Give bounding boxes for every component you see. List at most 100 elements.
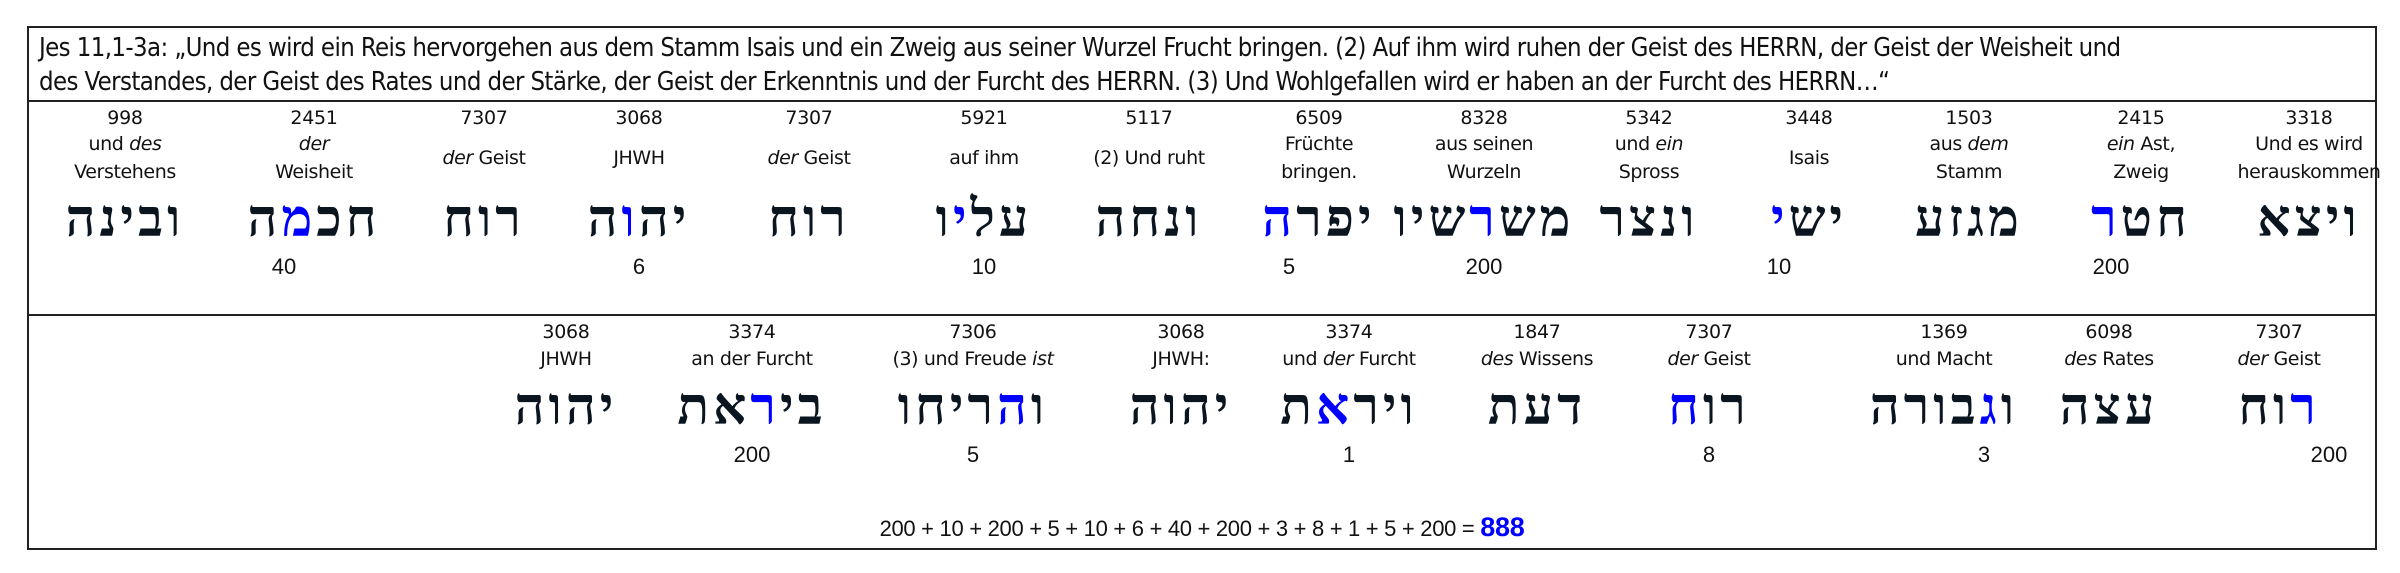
- german-gloss: JHWH: [588, 130, 691, 186]
- hebrew-word: עצה: [2060, 374, 2159, 440]
- gloss-line-1: an der Furcht: [677, 344, 826, 374]
- word-cell: 5342 und ein Spross ונצר: [1599, 102, 1698, 282]
- letter-value: 200: [1465, 254, 1503, 279]
- strong-number: 7307: [460, 107, 508, 129]
- gloss-text: Ast,: [2134, 133, 2176, 155]
- german-gloss: des Wissens: [1481, 344, 1594, 374]
- hebrew-letters: חכ: [316, 188, 381, 249]
- hebrew-letters: עצה: [2059, 376, 2159, 437]
- hebrew-word: ובינה: [66, 186, 185, 252]
- german-gloss: an der Furcht: [677, 344, 826, 374]
- gloss-line-1: und der Furcht: [1280, 344, 1418, 374]
- german-gloss: aus seinen Wurzeln: [1394, 130, 1575, 186]
- german-gloss: der Weisheit: [248, 130, 381, 186]
- gloss-line-1: der Geist: [2237, 344, 2320, 374]
- gloss-line-1: der: [248, 130, 381, 158]
- strong-number: 3318: [2285, 107, 2333, 129]
- strong-number: 998: [107, 107, 143, 129]
- hebrew-letters: מגזע: [1915, 188, 2023, 249]
- gloss-italic: der: [442, 147, 473, 169]
- verse-analysis-table: Jes 11,1-3a: „Und es wird ein Reis hervo…: [27, 26, 2381, 550]
- word-cell: 1503 aus dem Stamm מגזע: [1915, 102, 2023, 282]
- strong-number: 8328: [1460, 107, 1508, 129]
- letter-value: [1130, 440, 1233, 470]
- gloss-text: (2) Und ruht: [1093, 147, 1205, 169]
- gloss-text: Rates: [2096, 348, 2154, 370]
- hebrew-word: יפרה: [1262, 186, 1375, 252]
- letter-value: 1: [1342, 442, 1356, 467]
- word-cell: 8328 aus seinen Wurzeln משרשיו 200: [1394, 102, 1575, 282]
- word-cell: 7306 (3) und Freude ist והריחו 5: [892, 316, 1053, 470]
- strong-number: 2451: [290, 107, 338, 129]
- german-gloss: ein Ast, Zweig: [2091, 130, 2191, 186]
- letter-value: [1915, 252, 2023, 282]
- gloss-line-1: JHWH: [515, 344, 618, 374]
- hebrew-word: משרשיו: [1394, 186, 1575, 252]
- gloss-text: JHWH: [540, 348, 592, 370]
- gloss-line-1: der Geist: [767, 144, 850, 172]
- gloss-line-2: Spross: [1618, 161, 1680, 183]
- hebrew-letters: ת: [1280, 376, 1316, 437]
- gloss-line-2: Verstehens: [74, 161, 176, 183]
- hebrew-letters: שיו: [1393, 188, 1470, 249]
- verse-line-1: Jes 11,1-3a: „Und es wird ein Reis hervo…: [39, 33, 2121, 63]
- gloss-text: an der Furcht: [691, 348, 813, 370]
- strong-number: 1847: [1513, 321, 1561, 343]
- gloss-line-1: aus dem: [1915, 130, 2023, 158]
- gloss-line-2: herauskommen: [2237, 161, 2381, 183]
- highlighted-letter: ה: [1262, 188, 1297, 249]
- letter-value: 8: [1702, 442, 1716, 467]
- gloss-text: und: [1282, 348, 1323, 370]
- highlighted-letter: ח: [1668, 376, 1703, 437]
- hebrew-word: יהוה: [1130, 374, 1233, 440]
- hebrew-letters: ו: [935, 188, 953, 249]
- highlighted-letter: ו: [621, 188, 639, 249]
- hebrew-word: וגבורה: [1870, 374, 2018, 440]
- gloss-line-1: (2) Und ruht: [1093, 144, 1205, 172]
- german-gloss: Isais: [1771, 130, 1847, 186]
- gloss-italic: des: [2064, 348, 2097, 370]
- word-cell: 3374 und der Furcht ויראת 1: [1280, 316, 1418, 470]
- german-gloss: der Geist: [2237, 344, 2320, 374]
- hebrew-word: דעת: [1481, 374, 1593, 440]
- gloss-text: Geist: [1697, 348, 1751, 370]
- hebrew-letters: ה: [587, 188, 622, 249]
- gloss-italic: dem: [1967, 133, 2009, 155]
- gloss-line-2: bringen.: [1281, 161, 1357, 183]
- strong-number: 3374: [728, 321, 776, 343]
- hebrew-letters: מש: [1498, 188, 1575, 249]
- gloss-text: Früchte: [1284, 133, 1354, 155]
- gloss-italic: ist: [1032, 348, 1054, 370]
- gloss-line-2: Zweig: [2113, 161, 2169, 183]
- strong-number: 3068: [542, 321, 590, 343]
- gloss-italic: der: [298, 133, 330, 155]
- hebrew-word: רוח: [1667, 374, 1750, 440]
- word-cell: 2415 ein Ast, Zweig חטר 200: [2091, 102, 2191, 282]
- word-cell: 7307 der Geist רוח: [767, 102, 850, 282]
- gloss-line-1: Früchte: [1262, 130, 1375, 158]
- hebrew-letters: ונצר: [1599, 188, 1699, 249]
- highlighted-letter: ר: [2290, 376, 2320, 437]
- gloss-text: Isais: [1788, 147, 1830, 169]
- german-gloss: (2) Und ruht: [1093, 130, 1205, 186]
- gloss-text: aus seinen: [1434, 133, 1534, 155]
- letter-value: 200: [2092, 254, 2130, 279]
- letter-value: [767, 252, 850, 282]
- strong-number: 2415: [2117, 107, 2165, 129]
- gloss-line-1: JHWH:: [1130, 344, 1233, 374]
- hebrew-word: רוח: [2237, 374, 2320, 440]
- highlighted-letter: ר: [2091, 188, 2121, 249]
- highlighted-letter: ג: [1979, 376, 2001, 437]
- letter-value: 200: [2310, 442, 2348, 467]
- hebrew-word: חטר: [2091, 186, 2191, 252]
- german-gloss: und des Verstehens: [66, 130, 185, 186]
- gloss-text: JHWH: [613, 147, 665, 169]
- word-cell: 7307 der Geist רוח 200: [2237, 316, 2347, 470]
- hebrew-word: חכמה: [248, 186, 381, 252]
- hebrew-letters: ו: [1030, 376, 1049, 437]
- letter-value: 5: [966, 442, 980, 467]
- highlighted-letter: ר: [1469, 188, 1499, 249]
- strong-number: 3068: [1157, 321, 1205, 343]
- gloss-line-1: des Rates: [2060, 344, 2159, 374]
- german-gloss: und ein Spross: [1599, 130, 1698, 186]
